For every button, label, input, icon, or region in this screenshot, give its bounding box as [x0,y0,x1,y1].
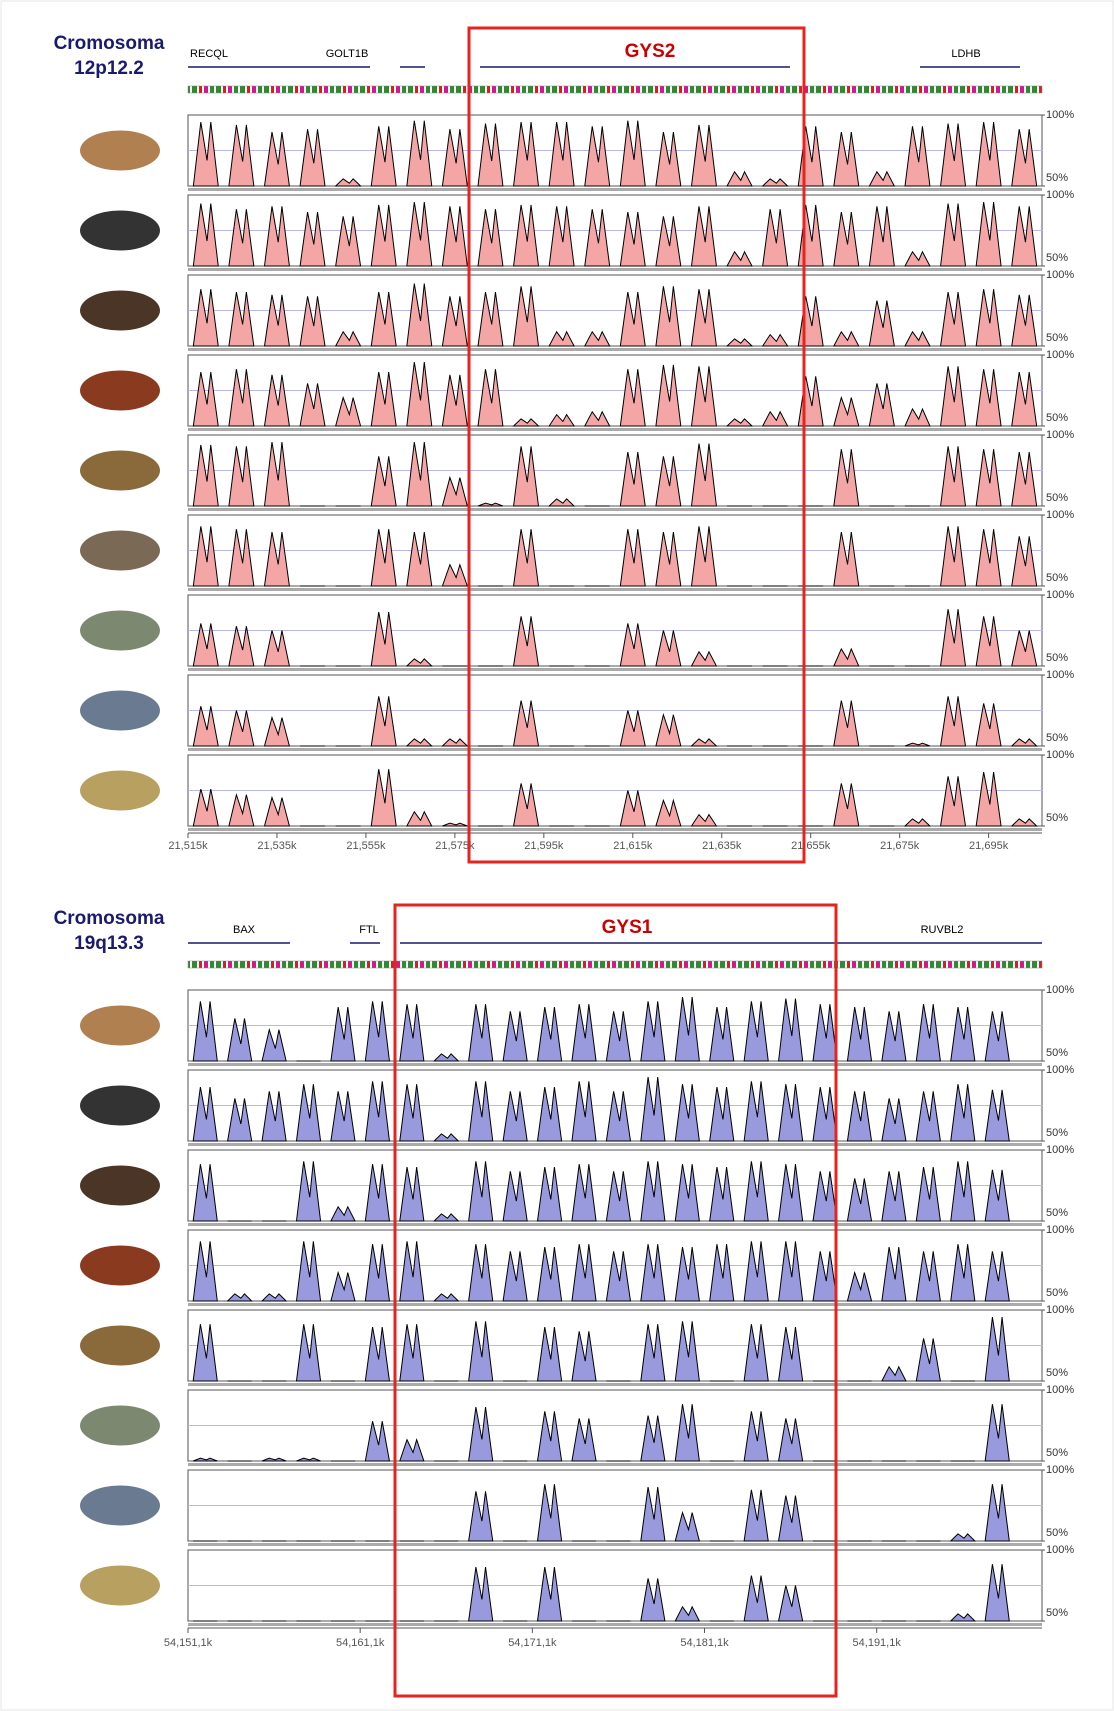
x-tick-label: 54,191,1k [853,1637,902,1649]
track-baseline [188,348,1042,351]
y-tick-label: 50% [1046,1287,1068,1299]
y-tick-label: 100% [1046,1304,1074,1316]
species-icon [80,1086,160,1126]
y-tick-label: 100% [1046,1544,1074,1556]
species-icon [80,1166,160,1206]
y-tick-label: 100% [1046,509,1074,521]
y-tick-label: 100% [1046,1464,1074,1476]
y-tick-label: 50% [1046,572,1068,584]
y-tick-label: 50% [1046,492,1068,504]
track-baseline [188,1623,1042,1626]
species-icon [80,531,160,571]
y-tick-label: 50% [1046,252,1068,264]
y-tick-label: 50% [1046,1367,1068,1379]
chromosome-label: 19q13.3 [74,933,144,954]
track-baseline [188,1463,1042,1466]
x-tick-label: 54,171,1k [508,1637,557,1649]
y-tick-label: 100% [1046,669,1074,681]
track-baseline [188,508,1042,511]
y-tick-label: 100% [1046,1144,1074,1156]
x-tick-label: 21,535k [257,840,297,852]
y-tick-label: 50% [1046,1607,1068,1619]
x-tick-label: 21,695k [969,840,1009,852]
x-tick-label: 21,675k [880,840,920,852]
y-tick-label: 50% [1046,172,1068,184]
y-tick-label: 100% [1046,589,1074,601]
y-tick-label: 50% [1046,1527,1068,1539]
species-icon [80,1566,160,1606]
track-baseline [188,1143,1042,1146]
track-baseline [188,428,1042,431]
annotation-band [188,86,1042,93]
annotation-band [188,961,1042,968]
x-tick-label: 21,555k [346,840,386,852]
species-icon [80,1406,160,1446]
track-baseline [188,1543,1042,1546]
gene-label: RECQL [190,48,228,60]
y-tick-label: 100% [1046,1224,1074,1236]
y-tick-label: 100% [1046,189,1074,201]
chromosome-label: Cromosoma [54,908,165,929]
x-tick-label: 54,181,1k [680,1637,729,1649]
gene-label: GYS1 [602,917,653,938]
x-tick-label: 21,615k [613,840,653,852]
species-icon [80,451,160,491]
gene-label: RUVBL2 [921,924,964,936]
track-baseline [188,268,1042,271]
track-baseline [188,188,1042,191]
species-icon [80,1006,160,1046]
y-tick-label: 100% [1046,1064,1074,1076]
species-icon [80,131,160,171]
gene-label: BAX [233,924,256,936]
track-baseline [188,668,1042,671]
x-tick-label: 21,635k [702,840,742,852]
species-icon [80,611,160,651]
gene-label: GYS2 [625,41,676,62]
y-tick-label: 100% [1046,1384,1074,1396]
species-icon [80,1486,160,1526]
y-tick-label: 100% [1046,429,1074,441]
x-tick-label: 21,595k [524,840,564,852]
y-tick-label: 50% [1046,1207,1068,1219]
y-tick-label: 50% [1046,412,1068,424]
species-icon [80,211,160,251]
y-tick-label: 50% [1046,1127,1068,1139]
gene-label: GOLT1B [326,48,369,60]
chromosome-label: 12p12.2 [74,58,144,79]
track-baseline [188,1063,1042,1066]
y-tick-label: 50% [1046,1047,1068,1059]
y-tick-label: 50% [1046,332,1068,344]
figure: Cromosoma 12p12.2 RECQL GOLT1B GYS2 LDHB 100% 5… [0,0,1114,1711]
species-icon [80,291,160,331]
track-baseline [188,828,1042,831]
track-baseline [188,588,1042,591]
y-tick-label: 50% [1046,732,1068,744]
gene-label: FTL [359,924,379,936]
species-icon [80,371,160,411]
y-tick-label: 100% [1046,984,1074,996]
y-tick-label: 50% [1046,812,1068,824]
track-baseline [188,1383,1042,1386]
species-icon [80,1326,160,1366]
species-icon [80,771,160,811]
y-tick-label: 50% [1046,652,1068,664]
track-baseline [188,1303,1042,1306]
y-tick-label: 100% [1046,109,1074,121]
x-tick-label: 21,655k [791,840,831,852]
species-icon [80,1246,160,1286]
y-tick-label: 100% [1046,269,1074,281]
y-tick-label: 100% [1046,749,1074,761]
y-tick-label: 100% [1046,349,1074,361]
y-tick-label: 50% [1046,1447,1068,1459]
x-tick-label: 21,515k [168,840,208,852]
gene-label: LDHB [951,48,980,60]
track-baseline [188,748,1042,751]
track-baseline [188,1223,1042,1226]
x-tick-label: 54,151,1k [164,1637,213,1649]
chromosome-label: Cromosoma [54,33,165,54]
x-tick-label: 54,161,1k [336,1637,385,1649]
species-icon [80,691,160,731]
